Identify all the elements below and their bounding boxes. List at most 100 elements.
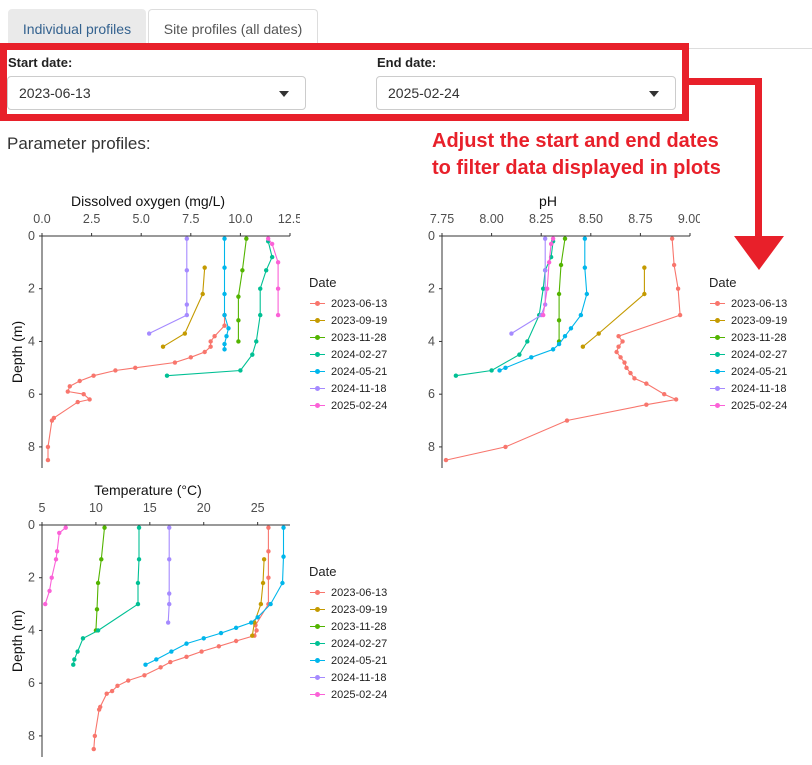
data-point: [624, 365, 629, 371]
data-point: [548, 241, 554, 247]
legend-key-icon: [309, 652, 326, 669]
series-line: [511, 238, 546, 334]
data-point: [618, 355, 623, 360]
arrow-head-icon: [734, 236, 784, 270]
data-point: [644, 381, 649, 386]
series-line: [267, 238, 279, 316]
chart-title: Dissolved oxygen (mg/L): [71, 193, 225, 209]
legend-label: 2024-05-21: [731, 365, 788, 378]
data-point: [184, 302, 190, 307]
data-point: [154, 657, 159, 662]
data-point: [628, 370, 633, 376]
data-point: [644, 402, 649, 407]
data-point: [236, 318, 241, 323]
legend-key-icon: [309, 363, 326, 380]
data-point: [212, 333, 217, 339]
end-date-select[interactable]: 2025-02-24: [376, 76, 676, 110]
data-point: [544, 286, 550, 291]
y-tick-label: 4: [428, 334, 435, 348]
data-point: [671, 262, 677, 268]
x-tick-label: 15: [143, 501, 157, 515]
legend-key-icon: [309, 346, 326, 363]
legend-key-icon: [309, 312, 326, 329]
legend-dissolved-oxygen: Date 2023-06-13 2023-09-19 2023-11-28 2024-…: [309, 275, 387, 414]
annotation-line-1: Adjust the start and end dates: [432, 130, 719, 152]
series-line: [237, 238, 247, 342]
data-point: [167, 591, 172, 596]
start-date-value: 2023-06-13: [19, 85, 91, 101]
legend-key-icon: [309, 635, 326, 652]
series-line: [445, 238, 681, 461]
data-point: [71, 662, 76, 667]
legend-item: 2024-05-21: [709, 363, 787, 380]
data-point: [136, 557, 142, 562]
legend-key-icon: [309, 584, 326, 601]
data-point: [158, 665, 163, 670]
data-point: [580, 344, 586, 349]
legend-item: 2023-09-19: [309, 601, 387, 618]
data-point: [53, 557, 59, 562]
data-point: [95, 628, 101, 633]
y-tick-label: 4: [28, 334, 35, 348]
data-point: [109, 688, 115, 694]
data-point: [642, 291, 647, 297]
legend-label: 2023-11-28: [331, 331, 387, 344]
data-point: [675, 286, 681, 291]
legend-key-icon: [709, 329, 726, 346]
legend-label: 2024-11-18: [331, 382, 387, 395]
chevron-down-icon: [279, 91, 289, 97]
x-tick-label: 7.5: [182, 212, 199, 226]
y-tick-label: 4: [28, 623, 35, 637]
legend-item: 2024-02-27: [309, 635, 387, 652]
data-point: [167, 525, 172, 530]
data-point: [503, 444, 508, 450]
data-point: [143, 662, 148, 667]
data-point: [94, 607, 100, 612]
data-point: [503, 365, 508, 371]
legend-key-icon: [709, 363, 726, 380]
data-point: [568, 326, 574, 331]
chart-title: pH: [539, 193, 557, 209]
data-point: [240, 268, 245, 273]
legend-label: 2023-06-13: [331, 586, 388, 599]
data-point: [113, 368, 118, 373]
data-point: [596, 331, 601, 336]
data-point: [96, 707, 102, 712]
data-point: [673, 397, 679, 402]
legend-key-icon: [309, 380, 326, 397]
data-point: [540, 312, 546, 318]
legend-item: 2024-02-27: [709, 346, 787, 363]
legend-item: 2025-02-24: [309, 397, 387, 414]
legend-item: 2024-11-18: [709, 380, 787, 397]
start-date-label: Start date:: [8, 55, 73, 70]
data-point: [556, 291, 562, 297]
data-point: [142, 673, 147, 678]
series-line: [145, 527, 285, 666]
annotation-line-2: to filter data displayed in plots: [432, 157, 721, 179]
data-point: [266, 575, 271, 580]
data-point: [550, 236, 556, 241]
data-point: [201, 636, 206, 641]
data-point: [281, 554, 286, 559]
data-point: [540, 286, 546, 291]
data-point: [582, 236, 588, 241]
legend-label: 2023-09-19: [731, 314, 788, 327]
data-point: [281, 525, 286, 530]
data-point: [222, 291, 227, 297]
filter-highlight-box: [0, 43, 689, 121]
data-point: [75, 649, 80, 654]
data-point: [266, 549, 271, 554]
data-point: [254, 339, 259, 344]
x-tick-label: 2.5: [83, 212, 100, 226]
data-point: [165, 620, 171, 625]
legend-label: 2023-09-19: [331, 314, 388, 327]
x-tick-label: 8.50: [579, 212, 603, 226]
end-date-value: 2025-02-24: [388, 85, 460, 101]
data-point: [184, 641, 189, 646]
data-point: [269, 241, 275, 247]
data-point: [525, 339, 530, 344]
data-point: [584, 291, 590, 297]
start-date-select[interactable]: 2023-06-13: [7, 76, 306, 110]
data-point: [582, 265, 588, 270]
tab-individual-profiles[interactable]: Individual profiles: [8, 9, 146, 49]
